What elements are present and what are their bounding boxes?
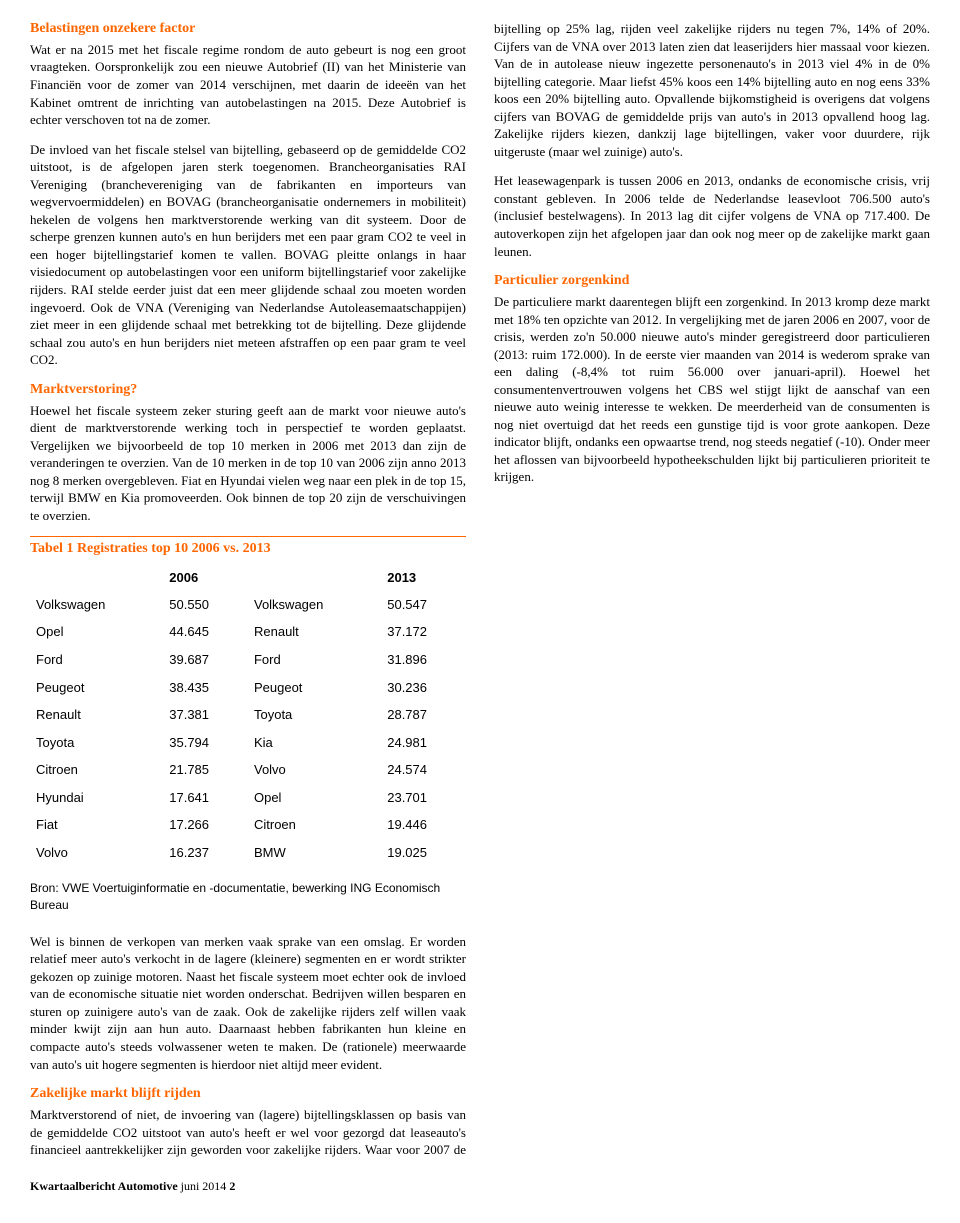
table-cell: Hyundai [30, 784, 163, 812]
table-cell: 21.785 [163, 756, 248, 784]
table-row: Volkswagen50.550Volkswagen50.547 [30, 591, 466, 619]
paragraph: De invloed van het fiscale stelsel van b… [30, 141, 466, 369]
table-header-2006: 2006 [163, 565, 248, 591]
table-cell: 38.435 [163, 674, 248, 702]
page-footer: Kwartaalbericht Automotive juni 2014 2 [30, 1178, 930, 1194]
table-cell: Renault [30, 701, 163, 729]
table-cell: 28.787 [381, 701, 466, 729]
paragraph: Het leasewagenpark is tussen 2006 en 201… [494, 172, 930, 260]
table-row: Toyota35.794Kia24.981 [30, 729, 466, 757]
heading-marktverstoring: Marktverstoring? [30, 381, 466, 400]
table-cell: 24.981 [381, 729, 466, 757]
table-cell: 19.446 [381, 811, 466, 839]
table-source: Bron: VWE Voertuiginformatie en -documen… [30, 880, 466, 912]
heading-belastingen: Belastingen onzekere factor [30, 20, 466, 39]
table-cell: Volkswagen [30, 591, 163, 619]
footer-title: Kwartaalbericht Automotive [30, 1179, 178, 1193]
table-cell: 44.645 [163, 618, 248, 646]
table-row: Hyundai17.641Opel23.701 [30, 784, 466, 812]
table-cell: Ford [248, 646, 381, 674]
registrations-table: 2006 2013 Volkswagen50.550Volkswagen50.5… [30, 565, 466, 866]
table-cell: Citroen [248, 811, 381, 839]
table-cell: Ford [30, 646, 163, 674]
table-cell: Volvo [248, 756, 381, 784]
table-cell: 23.701 [381, 784, 466, 812]
heading-particulier: Particulier zorgenkind [494, 272, 930, 291]
table-cell: 39.687 [163, 646, 248, 674]
paragraph: Wat er na 2015 met het fiscale regime ro… [30, 41, 466, 129]
table-cell: 37.381 [163, 701, 248, 729]
table-cell: Citroen [30, 756, 163, 784]
table-cell: Volvo [30, 839, 163, 867]
table-cell: Toyota [30, 729, 163, 757]
table-row: Fiat17.266Citroen19.446 [30, 811, 466, 839]
table-cell: Fiat [30, 811, 163, 839]
table-cell: Peugeot [248, 674, 381, 702]
table-title: Tabel 1 Registraties top 10 2006 vs. 201… [30, 536, 466, 559]
heading-zakelijke: Zakelijke markt blijft rijden [30, 1085, 466, 1104]
table-row: Renault37.381Toyota28.787 [30, 701, 466, 729]
table-cell: Renault [248, 618, 381, 646]
footer-page-number: 2 [229, 1179, 235, 1193]
table-cell: 37.172 [381, 618, 466, 646]
table-cell: Toyota [248, 701, 381, 729]
footer-date: juni 2014 [178, 1179, 230, 1193]
table-row: Peugeot38.435Peugeot30.236 [30, 674, 466, 702]
table-cell: 30.236 [381, 674, 466, 702]
table-cell: Peugeot [30, 674, 163, 702]
paragraph: Hoewel het fiscale systeem zeker sturing… [30, 402, 466, 525]
table-cell: 31.896 [381, 646, 466, 674]
table-cell: 50.550 [163, 591, 248, 619]
paragraph: De particuliere markt daarentegen blijft… [494, 293, 930, 486]
table-cell: Opel [248, 784, 381, 812]
table-cell: 16.237 [163, 839, 248, 867]
paragraph: Wel is binnen de verkopen van merken vaa… [30, 933, 466, 1073]
table-cell: Kia [248, 729, 381, 757]
table-cell: Opel [30, 618, 163, 646]
table-row: Ford39.687Ford31.896 [30, 646, 466, 674]
table-cell: 24.574 [381, 756, 466, 784]
table-row: Volvo16.237BMW19.025 [30, 839, 466, 867]
table-header-2013: 2013 [381, 565, 466, 591]
table-cell: 17.641 [163, 784, 248, 812]
table-row: Opel44.645Renault37.172 [30, 618, 466, 646]
table-cell: 17.266 [163, 811, 248, 839]
table-cell: 19.025 [381, 839, 466, 867]
table-cell: BMW [248, 839, 381, 867]
table-cell: Volkswagen [248, 591, 381, 619]
table-header-blank [30, 565, 163, 591]
table-cell: 35.794 [163, 729, 248, 757]
table-row: Citroen21.785Volvo24.574 [30, 756, 466, 784]
table-cell: 50.547 [381, 591, 466, 619]
table-header-blank [248, 565, 381, 591]
